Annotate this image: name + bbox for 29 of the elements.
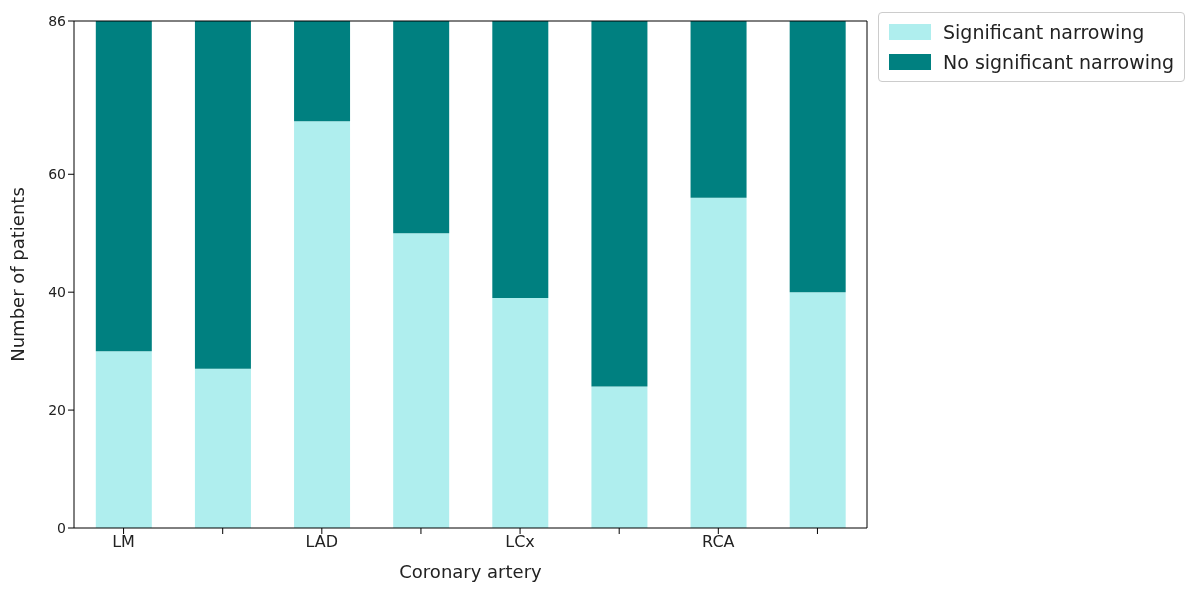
legend-label: Significant narrowing bbox=[943, 20, 1145, 45]
y-tick-label: 40 bbox=[48, 284, 66, 301]
bar bbox=[194, 21, 251, 369]
bar bbox=[591, 21, 648, 387]
bar bbox=[95, 351, 152, 528]
bar bbox=[690, 21, 747, 198]
bar bbox=[393, 233, 450, 528]
bar bbox=[294, 21, 351, 122]
bar bbox=[591, 386, 648, 528]
bar bbox=[690, 197, 747, 528]
y-tick-label: 86 bbox=[48, 12, 67, 29]
y-tick-label: 0 bbox=[57, 519, 66, 536]
bar bbox=[294, 121, 351, 528]
bar bbox=[393, 21, 450, 234]
x-tick-label: LAD bbox=[305, 532, 339, 552]
y-tick-label: 20 bbox=[48, 402, 66, 419]
bar bbox=[789, 292, 846, 528]
legend-label: No significant narrowing bbox=[943, 50, 1175, 75]
bar bbox=[492, 298, 549, 528]
x-axis-title: Coronary artery bbox=[399, 561, 543, 582]
y-axis-title: Number of patients bbox=[7, 187, 29, 362]
y-tick-label: 60 bbox=[48, 166, 66, 183]
bar bbox=[789, 21, 846, 293]
x-tick-label: LCx bbox=[505, 532, 535, 552]
bar bbox=[95, 21, 152, 352]
bar bbox=[194, 368, 251, 528]
x-tick-label: LM bbox=[112, 532, 135, 552]
x-tick-label: RCA bbox=[702, 532, 735, 552]
bar bbox=[492, 21, 549, 299]
